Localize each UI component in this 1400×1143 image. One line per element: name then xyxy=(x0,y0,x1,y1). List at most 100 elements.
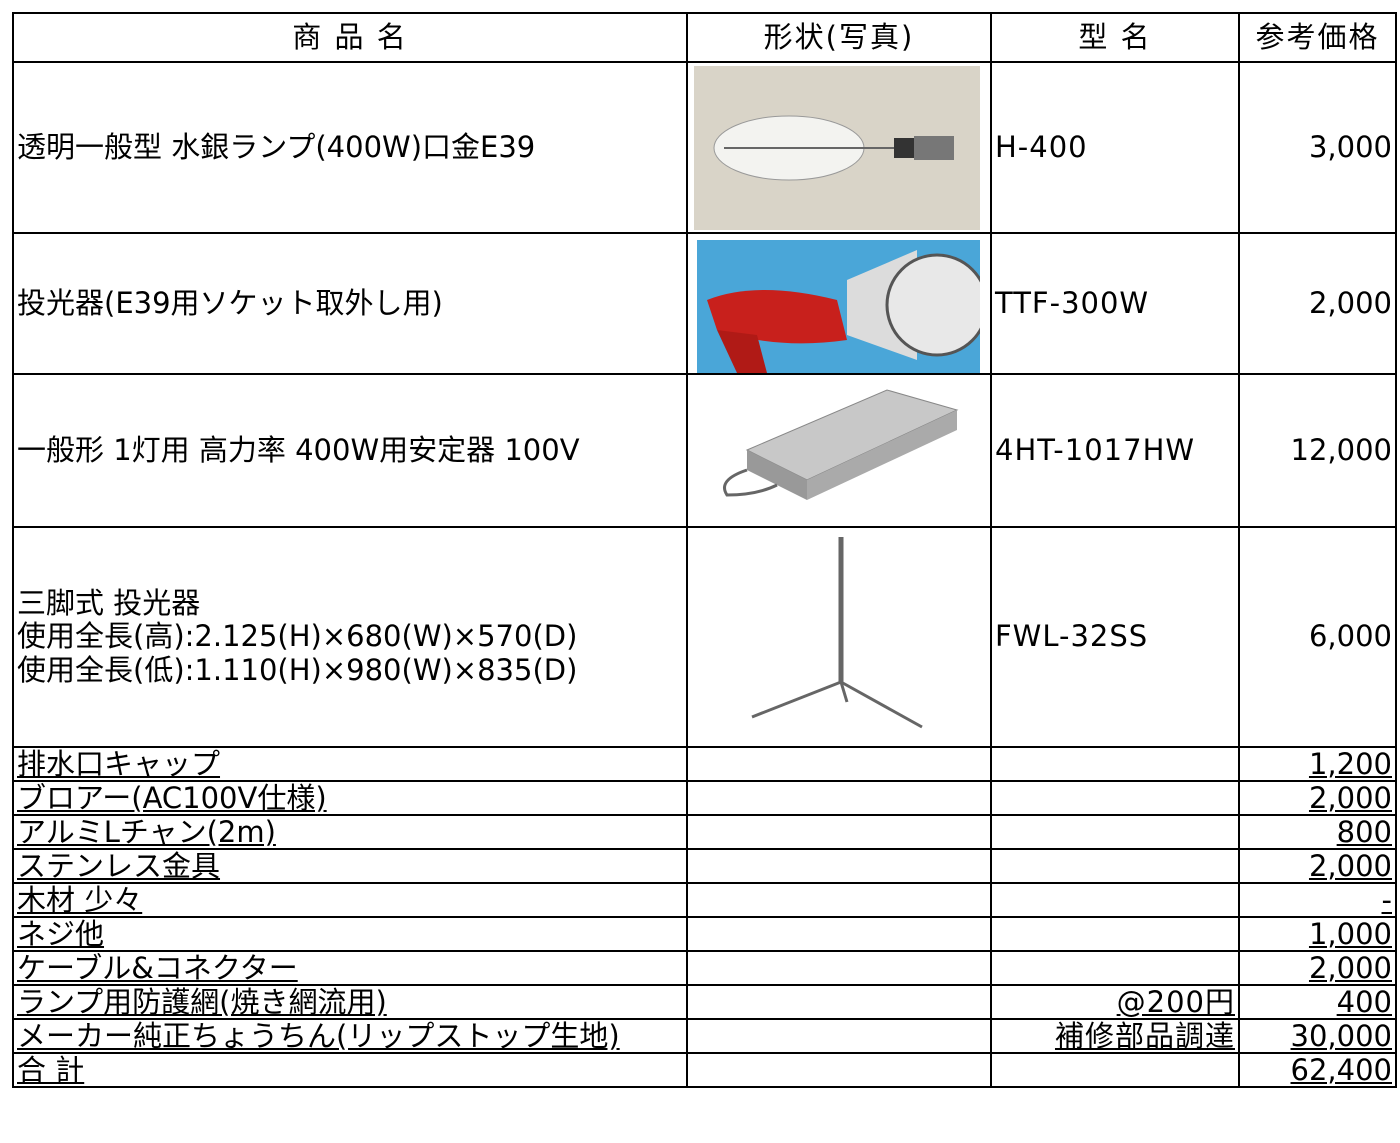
price-cell: 3,000 xyxy=(1238,61,1397,234)
price: 12,000 xyxy=(1290,432,1392,467)
model-cell xyxy=(990,780,1240,816)
model-cell: @200円 xyxy=(990,984,1240,1020)
model-name: TTF-300W xyxy=(995,285,1150,320)
price: 3,000 xyxy=(1308,129,1392,164)
table-row: 三脚式 投光器 使用全長(高):2.125(H)×680(W)×570(D) 使用全… xyxy=(12,526,1397,748)
model-cell xyxy=(990,882,1240,918)
model-cell xyxy=(990,916,1240,952)
lamp-photo xyxy=(694,66,980,230)
header-cell: 型 名 xyxy=(990,12,1240,63)
photo-cell xyxy=(686,916,992,952)
price: 800 xyxy=(1336,815,1392,849)
table-row: ネジ他 1,000 xyxy=(12,916,1397,952)
table-row: ステンレス金具 2,000 xyxy=(12,848,1397,884)
price-cell: 6,000 xyxy=(1238,526,1397,748)
photo-cell xyxy=(686,984,992,1020)
photo-cell xyxy=(686,814,992,850)
model-cell xyxy=(990,814,1240,850)
model-cell: FWL-32SS xyxy=(990,526,1240,748)
header-cell: 参考価格 xyxy=(1238,12,1397,63)
item-name: メーカー純正ちょうちん(リップストップ生地) xyxy=(17,1019,620,1053)
price-cell: 400 xyxy=(1238,984,1397,1020)
photo-cell xyxy=(686,882,992,918)
price-cell: 2,000 xyxy=(1238,950,1397,986)
price: - xyxy=(1381,883,1392,917)
item-name: アルミLチャン(2m) xyxy=(17,815,276,849)
price-cell: 2,000 xyxy=(1238,232,1397,375)
model-name: 4HT-1017HW xyxy=(995,432,1196,467)
item-name: 投光器(E39用ソケット取外し用) xyxy=(17,285,443,320)
photo-cell xyxy=(686,780,992,816)
name-cell: ブロアー(AC100V仕様) xyxy=(12,780,688,816)
photo-cell xyxy=(686,950,992,986)
item-name: 木材 少々 xyxy=(17,883,143,917)
item-name: 使用全長(低):1.110(H)×980(W)×835(D) xyxy=(17,652,578,687)
model-cell: 補修部品調達 xyxy=(990,1018,1240,1054)
model-cell: 4HT-1017HW xyxy=(990,373,1240,528)
table-row: アルミLチャン(2m) 800 xyxy=(12,814,1397,850)
model-cell xyxy=(990,950,1240,986)
name-cell: 排水口キャップ xyxy=(12,746,688,782)
name-cell: 透明一般型 水銀ランプ(400W)口金E39 xyxy=(12,61,688,234)
model-cell xyxy=(990,746,1240,782)
model-name: 補修部品調達 xyxy=(1054,1019,1235,1053)
model-name: FWL-32SS xyxy=(995,619,1149,654)
table-row: ケーブル&コネクター 2,000 xyxy=(12,950,1397,986)
price-cell: 2,000 xyxy=(1238,848,1397,884)
item-name: 一般形 1灯用 高力率 400W用安定器 100V xyxy=(17,432,580,467)
name-cell: 投光器(E39用ソケット取外し用) xyxy=(12,232,688,375)
name-cell: メーカー純正ちょうちん(リップストップ生地) xyxy=(12,1018,688,1054)
ballast-photo xyxy=(697,380,980,525)
price: 2,000 xyxy=(1308,951,1392,985)
table-row: メーカー純正ちょうちん(リップストップ生地) 補修部品調達 30,000 xyxy=(12,1018,1397,1054)
table-row: ブロアー(AC100V仕様) 2,000 xyxy=(12,780,1397,816)
table-row: 合 計 62,400 xyxy=(12,1052,1397,1088)
price-cell: 1,200 xyxy=(1238,746,1397,782)
item-name: ステンレス金具 xyxy=(17,849,221,883)
item-name: 合 計 xyxy=(17,1053,85,1087)
name-cell: ネジ他 xyxy=(12,916,688,952)
table-row: 木材 少々 - xyxy=(12,882,1397,918)
item-name: ブロアー(AC100V仕様) xyxy=(17,781,327,815)
price-cell: 62,400 xyxy=(1238,1052,1397,1088)
model-cell: H-400 xyxy=(990,61,1240,234)
item-name: ランプ用防護網(焼き網流用) xyxy=(17,985,387,1019)
price-cell: 12,000 xyxy=(1238,373,1397,528)
name-cell: 合 計 xyxy=(12,1052,688,1088)
price-cell: 2,000 xyxy=(1238,780,1397,816)
price: 1,200 xyxy=(1308,747,1392,781)
price: 6,000 xyxy=(1308,619,1392,654)
price: 2,000 xyxy=(1308,781,1392,815)
model-cell: TTF-300W xyxy=(990,232,1240,375)
photo-cell xyxy=(686,746,992,782)
price-cell: - xyxy=(1238,882,1397,918)
price: 1,000 xyxy=(1308,917,1392,951)
name-cell: ランプ用防護網(焼き網流用) xyxy=(12,984,688,1020)
floodlight-photo xyxy=(697,240,980,373)
photo-cell xyxy=(686,1018,992,1054)
item-name: ケーブル&コネクター xyxy=(17,951,298,985)
price-cell: 1,000 xyxy=(1238,916,1397,952)
header-cell: 形状(写真) xyxy=(686,12,992,63)
item-name: ネジ他 xyxy=(17,917,105,951)
item-name: 透明一般型 水銀ランプ(400W)口金E39 xyxy=(17,129,536,164)
item-name: 使用全長(高):2.125(H)×680(W)×570(D) xyxy=(17,619,578,654)
name-cell: アルミLチャン(2m) xyxy=(12,814,688,850)
table-row: ランプ用防護網(焼き網流用) @200円 400 xyxy=(12,984,1397,1020)
name-cell: 木材 少々 xyxy=(12,882,688,918)
tripod-photo xyxy=(751,537,923,729)
photo-cell xyxy=(686,1052,992,1088)
header-row: 商 品 名形状(写真) 型 名参考価格 xyxy=(12,12,1397,63)
name-cell: 一般形 1灯用 高力率 400W用安定器 100V xyxy=(12,373,688,528)
model-cell xyxy=(990,1052,1240,1088)
model-name: @200円 xyxy=(1116,985,1235,1019)
header-cell: 商 品 名 xyxy=(12,12,688,63)
model-name: H-400 xyxy=(995,129,1088,164)
price-cell: 800 xyxy=(1238,814,1397,850)
price: 2,000 xyxy=(1308,849,1392,883)
item-name: 三脚式 投光器 xyxy=(17,585,201,620)
item-name: 排水口キャップ xyxy=(17,747,221,781)
name-cell: 三脚式 投光器 使用全長(高):2.125(H)×680(W)×570(D) 使用全… xyxy=(12,526,688,748)
photo-cell xyxy=(686,848,992,884)
